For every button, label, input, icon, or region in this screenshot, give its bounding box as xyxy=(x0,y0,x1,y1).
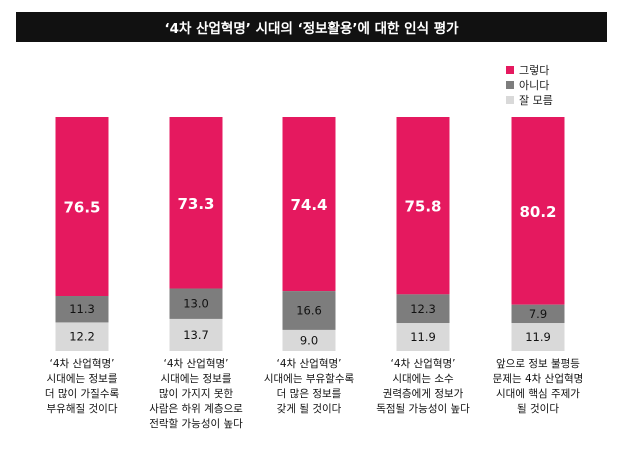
data-label-no-3: 16.6 xyxy=(296,304,322,318)
bar-segment-no-5 xyxy=(511,304,565,324)
data-label-unknown-5: 11.9 xyxy=(525,330,551,344)
legend-swatch-no xyxy=(506,80,514,89)
category-label-line: 사람은 하위 계층으로 xyxy=(149,403,243,415)
data-label-yes-5: 80.2 xyxy=(519,203,556,221)
data-label-unknown-2: 13.7 xyxy=(183,328,209,342)
data-label-unknown-1: 12.2 xyxy=(69,330,95,344)
category-label-line: 많이 가지지 못한 xyxy=(158,388,234,400)
data-label-unknown-4: 11.9 xyxy=(410,330,436,344)
bar-segment-unknown-4 xyxy=(396,323,450,351)
category-label-line: 더 많이 가질수록 xyxy=(44,388,120,400)
category-label-line: 시대에 핵심 주제가 xyxy=(496,388,580,400)
category-label-line: 앞으로 정보 불평등 xyxy=(496,358,580,370)
bar-segment-unknown-5 xyxy=(511,323,565,351)
category-label-line: 권력층에게 정보가 xyxy=(382,388,464,400)
legend-label-no: 아니다 xyxy=(519,78,550,92)
category-label-line: ‘4차 산업혁명’ xyxy=(49,358,115,370)
bar-segment-yes-3 xyxy=(282,117,336,292)
bar-segment-no-2 xyxy=(169,288,223,319)
bar-segment-yes-4 xyxy=(396,117,450,295)
legend: 그렇다 아니다 잘 모름 xyxy=(506,62,553,107)
category-label-line: 전락할 가능성이 높다 xyxy=(149,418,243,430)
bar-segment-unknown-3 xyxy=(282,329,336,351)
bar-segment-no-1 xyxy=(55,296,109,323)
category-label-line: 시대에는 부유할수록 xyxy=(263,373,355,385)
legend-item-yes: 그렇다 xyxy=(506,62,553,77)
bar-segment-no-3 xyxy=(282,291,336,330)
category-label-line: 시대에는 소수 xyxy=(392,373,454,385)
data-label-no-1: 11.3 xyxy=(69,302,95,316)
bar-segment-yes-2 xyxy=(169,117,223,289)
data-label-no-2: 13.0 xyxy=(183,297,209,311)
legend-label-yes: 그렇다 xyxy=(519,63,550,77)
bar-segment-yes-1 xyxy=(55,117,109,297)
legend-item-unknown: 잘 모름 xyxy=(506,92,553,107)
legend-swatch-yes xyxy=(506,65,514,74)
category-label-line: 더 많은 정보를 xyxy=(276,388,342,400)
category-label-line: 될 것이다 xyxy=(517,403,559,415)
data-label-no-4: 12.3 xyxy=(410,302,436,316)
category-label-line: 부유해질 것이다 xyxy=(46,403,118,415)
category-label-line: ‘4차 산업혁명’ xyxy=(163,358,229,370)
category-label-line: 시대에는 정보를 xyxy=(160,373,232,385)
legend-item-no: 아니다 xyxy=(506,77,553,92)
category-label-line: 문제는 4차 산업혁명 xyxy=(492,373,584,385)
legend-label-unknown: 잘 모름 xyxy=(519,93,553,107)
data-label-no-5: 7.9 xyxy=(529,307,547,321)
data-label-yes-4: 75.8 xyxy=(404,198,441,216)
data-label-yes-1: 76.5 xyxy=(63,199,100,217)
category-label-line: ‘4차 산업혁명’ xyxy=(276,358,342,370)
bar-segment-no-4 xyxy=(396,294,450,324)
category-label-line: 갖게 될 것이다 xyxy=(276,403,342,415)
category-label-line: 독점될 가능성이 높다 xyxy=(376,403,470,415)
chart-title: ‘4차 산업혁명’ 시대의 ‘정보활용’에 대한 인식 평가 xyxy=(16,12,607,42)
data-label-yes-3: 74.4 xyxy=(290,196,327,214)
data-label-unknown-3: 9.0 xyxy=(300,333,318,347)
bar-segment-yes-5 xyxy=(511,117,565,305)
bar-segment-unknown-1 xyxy=(55,322,109,351)
category-label-line: 시대에는 정보를 xyxy=(46,373,118,385)
legend-swatch-unknown xyxy=(506,95,514,104)
bar-segment-unknown-2 xyxy=(169,318,223,351)
data-label-yes-2: 73.3 xyxy=(177,195,214,213)
category-label-line: ‘4차 산업혁명’ xyxy=(390,358,456,370)
